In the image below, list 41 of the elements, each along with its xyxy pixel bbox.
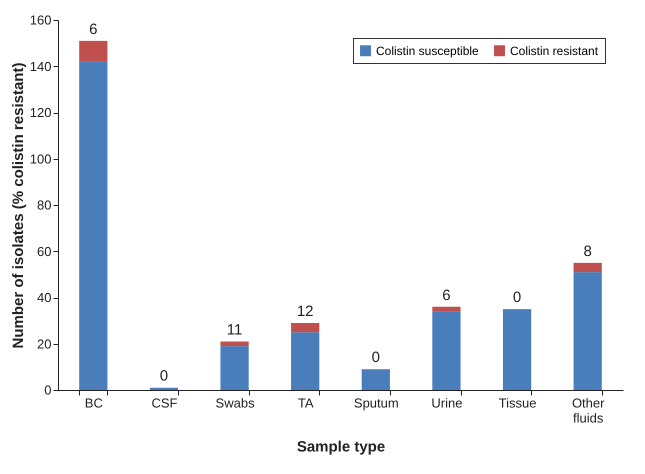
y-tick-label: 0 — [44, 382, 52, 398]
bar — [574, 272, 602, 390]
x-tick-label: CSF — [151, 396, 178, 410]
x-tick-label: TA — [298, 396, 314, 410]
annotation: 6 — [442, 286, 451, 304]
x-tick-label: Tissue — [498, 396, 536, 410]
bar — [79, 40, 108, 62]
annotation: 12 — [296, 302, 314, 320]
bar — [220, 341, 249, 346]
annotation: 6 — [89, 20, 98, 38]
bar — [79, 62, 108, 390]
bar — [291, 322, 320, 332]
legend-label: Colistin susceptible — [376, 44, 480, 58]
x-tick-label: Urine — [431, 396, 462, 410]
bar — [574, 262, 602, 272]
x-tick-label: BC — [84, 396, 103, 410]
y-tick-label: 40 — [37, 290, 52, 305]
x-axis-title: Sample type — [296, 438, 386, 456]
y-tick-label: 140 — [30, 58, 52, 74]
annotation: 0 — [160, 368, 168, 385]
bar — [362, 369, 390, 390]
y-tick-label: 60 — [37, 244, 52, 259]
bar — [220, 346, 249, 390]
y-tick-label: 160 — [30, 12, 52, 28]
y-tick-label: 80 — [37, 198, 52, 212]
bar — [291, 332, 320, 390]
legend-label: Colistin resistant — [510, 44, 599, 58]
bar — [432, 311, 461, 390]
annotation: 11 — [226, 321, 242, 338]
bar — [432, 306, 461, 312]
y-tick-label: 20 — [37, 336, 52, 352]
annotation: 8 — [584, 242, 592, 260]
annotation: 0 — [512, 289, 522, 306]
bar — [502, 309, 532, 390]
y-tick-label: 100 — [30, 151, 52, 166]
x-tick-label: Swabs — [216, 396, 256, 410]
x-tick-label: Other fluids — [572, 396, 606, 426]
y-axis-title: Number of isolates (% colistin resistant) — [10, 62, 27, 348]
x-tick-label: Sputum — [354, 396, 399, 410]
y-tick-label: 120 — [30, 105, 52, 120]
annotation: 0 — [372, 349, 380, 366]
